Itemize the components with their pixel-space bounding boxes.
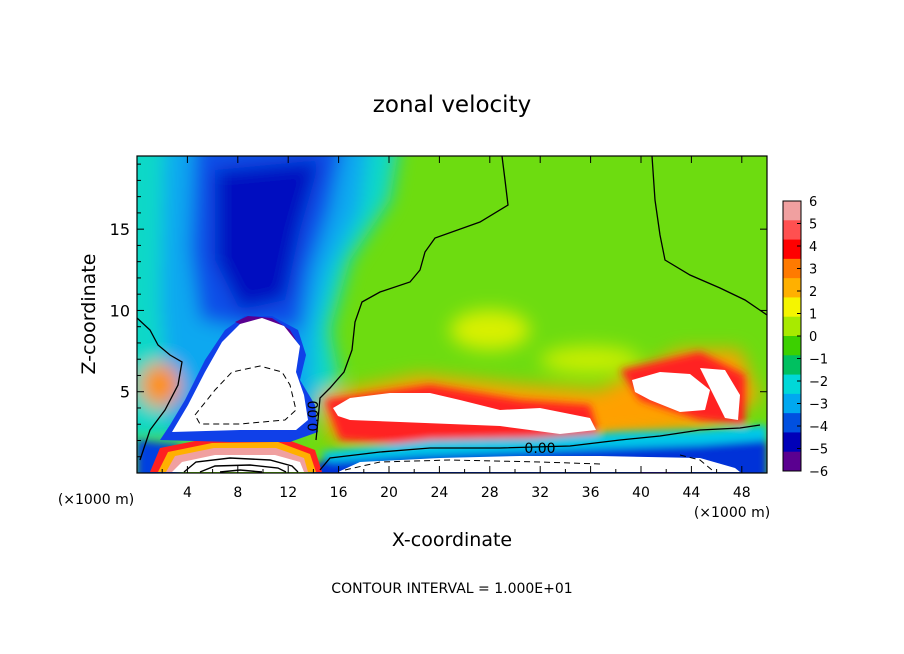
field-white-blob-center xyxy=(333,393,596,434)
plot-area: 0.00 0.00 xyxy=(137,156,767,473)
y-axis: 5 10 15 xyxy=(110,163,767,458)
field-white-blob-right xyxy=(632,372,710,412)
contour-label-column: 0.00 xyxy=(306,400,322,431)
contour-pos-left-3 xyxy=(219,469,263,473)
plot-frame xyxy=(136,155,768,474)
x-tick-label: 12 xyxy=(279,485,297,501)
x-unit-left: (×1000 m) xyxy=(58,492,134,508)
contour-neg-blob xyxy=(194,365,297,425)
x-tick-label: 8 xyxy=(233,485,242,501)
x-tick-label: 28 xyxy=(481,485,499,501)
contour-zero-top-right xyxy=(651,156,767,316)
y-axis-label: Z-coordinate xyxy=(78,254,100,375)
chart-title: zonal velocity xyxy=(373,92,531,118)
colorbar-swatch xyxy=(783,220,801,241)
contour-neg-right xyxy=(679,454,713,471)
colorbar-label: 2 xyxy=(809,285,817,300)
colorbar-swatch xyxy=(783,432,801,453)
contour-pos-left-1 xyxy=(183,457,299,473)
colorbar-swatch xyxy=(783,393,801,414)
y-tick-label: 15 xyxy=(110,220,130,239)
colorbar-swatch xyxy=(783,451,801,472)
x-tick-label: 16 xyxy=(330,485,348,501)
field-dark-blue-region xyxy=(215,160,320,310)
colorbar-swatch xyxy=(783,239,801,260)
x-tick-label: 24 xyxy=(430,485,448,501)
colorbar-label: 3 xyxy=(809,263,817,278)
colorbar-swatch xyxy=(783,374,801,395)
colorbar-swatch xyxy=(783,278,801,298)
contour-pos-left-2 xyxy=(199,464,287,473)
colorbar-label: 6 xyxy=(809,195,817,210)
x-tick-label: 44 xyxy=(682,485,700,501)
contour-interval-note: CONTOUR INTERVAL = 1.000E+01 xyxy=(331,581,572,597)
x-tick-label: 36 xyxy=(582,485,600,501)
contour-neg-floor xyxy=(344,459,601,471)
field-left-orange-patch xyxy=(140,363,180,407)
colorbar-swatch xyxy=(783,258,801,279)
field-white-blob-left xyxy=(172,318,308,432)
y-tick-label: 5 xyxy=(120,383,130,402)
colorbar-swatch xyxy=(783,201,801,221)
contour-zero-left xyxy=(137,317,183,461)
colorbar-swatch xyxy=(783,336,801,356)
colorbar-label: −5 xyxy=(809,443,828,458)
y-tick-label: 10 xyxy=(110,301,130,320)
contour-zero-floor xyxy=(319,424,761,471)
colorbar-swatch xyxy=(783,413,801,433)
x-tick-label: 32 xyxy=(531,485,549,501)
contour-lines xyxy=(137,156,767,473)
colorbar-label: 1 xyxy=(809,308,817,323)
contour-zero-top-left xyxy=(315,156,509,441)
x-axis-label: X-coordinate xyxy=(392,529,512,551)
colorbar: 6 5 4 3 2 1 0 −1 −2 −3 −4 −5 −6 xyxy=(782,195,828,480)
colorbar-label: −4 xyxy=(809,420,828,435)
colorbar-label: −6 xyxy=(809,465,828,480)
colorbar-label: −2 xyxy=(809,375,828,390)
field-yellow-patch xyxy=(450,310,530,350)
field-floor-cyan xyxy=(320,425,767,462)
colorbar-swatch xyxy=(783,355,801,376)
colorbar-label: −3 xyxy=(809,398,828,413)
x-tick-label: 20 xyxy=(380,485,398,501)
x-axis: 4 8 12 16 20 24 28 32 36 40 44 48 xyxy=(161,156,751,501)
colorbar-label: 5 xyxy=(809,218,817,233)
x-tick-label: 4 xyxy=(183,485,192,501)
colorbar-swatch xyxy=(783,316,801,337)
field-white-blob-far-right xyxy=(700,368,740,420)
colorbar-label: −1 xyxy=(809,353,828,368)
x-tick-label: 48 xyxy=(733,485,751,501)
x-unit-right: (×1000 m) xyxy=(694,505,770,521)
field-yellow-patch-2 xyxy=(540,346,640,374)
x-tick-label: 40 xyxy=(632,485,650,501)
colorbar-swatch xyxy=(783,297,801,318)
colorbar-label: 4 xyxy=(809,240,817,255)
colorbar-label: 0 xyxy=(809,330,817,345)
contour-label-floor: 0.00 xyxy=(524,441,555,457)
